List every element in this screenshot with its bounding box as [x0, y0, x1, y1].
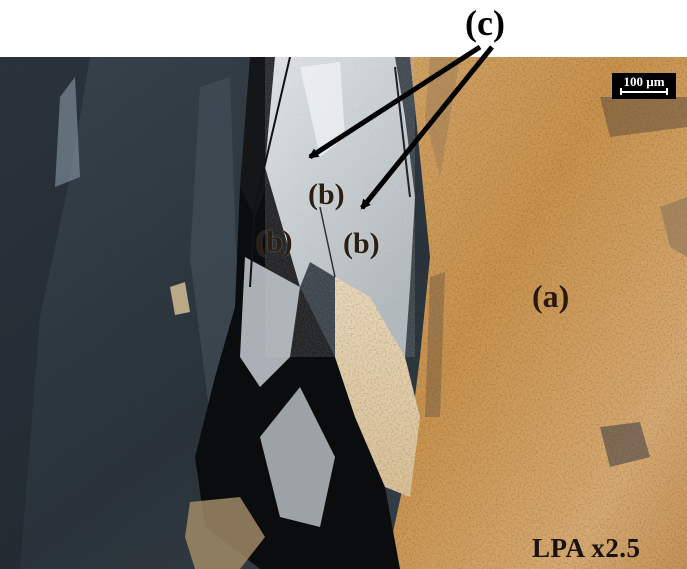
scale-bar-line — [620, 91, 668, 93]
scale-bar-tick-left — [620, 88, 622, 95]
polarization-mode-label: LPA x2.5 — [532, 533, 641, 563]
label-b-right: (b) — [343, 227, 380, 260]
thin-section-image — [0, 57, 687, 569]
label-a: (a) — [532, 278, 570, 314]
label-c: (c) — [465, 3, 505, 43]
scale-bar: 100 µm — [612, 73, 676, 99]
label-b-upper: (b) — [308, 178, 345, 211]
thin-section-photo — [0, 57, 687, 569]
scale-bar-label: 100 µm — [623, 74, 665, 89]
scale-bar-tick-right — [666, 88, 668, 95]
label-b-left: (b) — [256, 225, 293, 258]
